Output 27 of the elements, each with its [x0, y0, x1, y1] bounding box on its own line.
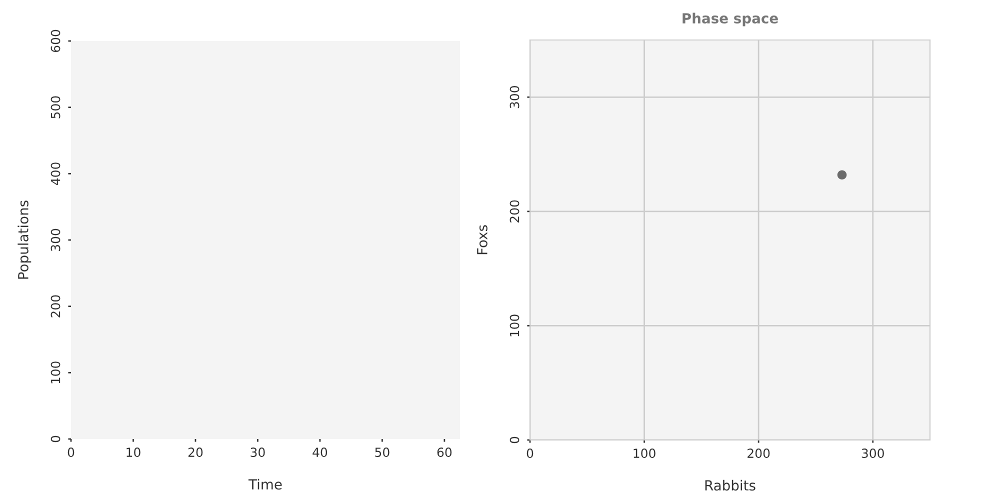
y-tick-label: 0: [510, 436, 520, 444]
x-axis-title: Rabbits: [705, 480, 756, 491]
y-axis-title: Populations: [18, 200, 32, 279]
x-tick-label: 20: [188, 448, 203, 458]
y-tick-label: 400: [50, 162, 60, 185]
x-tick-label: 300: [862, 448, 884, 458]
y-tick-label: 300: [50, 228, 60, 251]
y-axis-title: Foxs: [477, 225, 488, 254]
y-tick-label: 600: [50, 30, 60, 52]
x-tick-label: 100: [634, 448, 656, 458]
x-axis-title: Time: [248, 478, 282, 490]
y-tick-label: 300: [510, 86, 520, 108]
chart-title: Phase space: [682, 12, 778, 26]
y-tick-label: 100: [510, 314, 520, 336]
y-tick-label: 0: [50, 436, 60, 442]
x-tick-label: 40: [312, 448, 328, 458]
x-tick-label: 10: [126, 448, 140, 458]
y-tick-label: 200: [50, 295, 60, 318]
x-tick-label: 0: [526, 448, 534, 458]
y-tick-label: 200: [510, 200, 520, 222]
x-tick-label: 30: [250, 448, 265, 458]
y-tick-label: 500: [50, 96, 60, 118]
x-tick-label: 50: [375, 448, 390, 458]
x-tick-label: 60: [437, 448, 452, 458]
y-tick-label: 100: [50, 362, 60, 384]
x-tick-label: 200: [748, 448, 770, 458]
x-tick-label: 0: [68, 448, 74, 458]
